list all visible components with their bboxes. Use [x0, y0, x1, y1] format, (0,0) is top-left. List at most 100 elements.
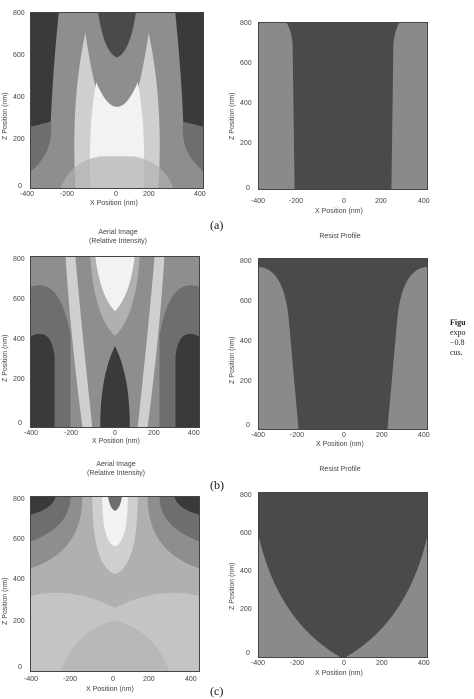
light-band-left [65, 257, 93, 427]
panel-caption-c: (c) [210, 684, 224, 698]
aerial-label-b: Aerial Image (Relative Intensity) [56, 460, 176, 478]
ytick: 800 [240, 492, 252, 499]
xtick: 0 [342, 432, 346, 439]
ytick: 0 [246, 185, 250, 192]
caption-line: expo [450, 328, 466, 337]
panel-caption-a: (a) [210, 218, 224, 232]
xtick: 200 [375, 198, 387, 205]
resist-profile-plot-b [258, 258, 428, 430]
xtick: -200 [64, 430, 79, 437]
xtick: -200 [63, 676, 78, 683]
xtick: -400 [24, 430, 39, 437]
aerial-image-plot-a [30, 12, 204, 189]
ytick: 600 [13, 52, 25, 59]
dark-right-bottom [175, 333, 199, 427]
x-axis-label: X Position (nm) [92, 438, 140, 445]
xtick: -200 [290, 432, 305, 439]
ytick: 800 [13, 496, 25, 503]
xtick: -400 [20, 191, 35, 198]
xtick: 0 [111, 676, 115, 683]
xtick: 400 [418, 198, 430, 205]
ytick: 600 [13, 296, 25, 303]
x-axis-label: X Position (nm) [316, 441, 364, 448]
ytick: 200 [13, 376, 25, 383]
ytick: 0 [246, 422, 250, 429]
y-axis-label: Z Position (nm) [2, 577, 9, 625]
xtick: -400 [251, 198, 266, 205]
ytick: 800 [13, 256, 25, 263]
xtick: 400 [194, 191, 206, 198]
light-bottom [60, 156, 174, 188]
ytick: 200 [240, 140, 252, 147]
white-core [102, 497, 128, 547]
resist-profile-plot-a [258, 22, 428, 190]
ytick: 600 [240, 530, 252, 537]
ytick: 400 [240, 100, 252, 107]
ytick: 200 [13, 618, 25, 625]
y-axis-label: Z Position (nm) [2, 334, 9, 382]
ytick: 0 [246, 650, 250, 657]
resist-body [286, 23, 400, 189]
resist-label-a: Resist Profile [319, 233, 361, 240]
ytick: 800 [240, 20, 252, 27]
y-axis-label: Z Position (nm) [229, 336, 236, 384]
aerial-image-plot-b [30, 256, 200, 428]
dark-left-bottom [31, 333, 55, 427]
x-axis-label: X Position (nm) [315, 208, 363, 215]
xtick: 0 [114, 191, 118, 198]
aerial-label-line: (Relative Intensity) [89, 238, 147, 245]
light-inner [90, 257, 140, 337]
resist-profile-plot-c [258, 492, 428, 658]
xtick: 400 [188, 430, 200, 437]
light-band-right [137, 257, 165, 427]
aerial-label-line: Aerial Image [96, 461, 136, 468]
ytick: 800 [13, 10, 25, 17]
y-axis-label: Z Position (nm) [229, 92, 236, 140]
xtick: 400 [418, 660, 430, 667]
xtick: 400 [185, 676, 197, 683]
y-axis-label: Z Position (nm) [229, 562, 236, 610]
resist-label-b: Resist Profile [319, 466, 361, 473]
y-axis-label: Z Position (nm) [2, 92, 9, 140]
x-axis-label: X Position (nm) [86, 686, 134, 693]
mid-dark-right [159, 285, 199, 427]
dark-left-top [31, 497, 56, 515]
ytick: 200 [240, 378, 252, 385]
x-axis-label: X Position (nm) [315, 670, 363, 677]
resist-body [259, 493, 427, 657]
white-core [95, 257, 135, 312]
xtick: -200 [289, 198, 304, 205]
aerial-image-plot-c [30, 496, 200, 672]
ytick: 400 [13, 94, 25, 101]
xtick: -200 [60, 191, 75, 198]
ytick: 400 [13, 576, 25, 583]
dark-center-top [108, 497, 122, 511]
xtick: -400 [251, 432, 266, 439]
resist-body [259, 259, 427, 429]
xtick: 200 [376, 660, 388, 667]
panel-caption-b: (b) [210, 478, 224, 492]
mid-band [31, 497, 199, 569]
figure-caption-fragment: Figu expo −0.8 cus. [450, 318, 474, 358]
xtick: -400 [24, 676, 39, 683]
ytick: 0 [18, 183, 22, 190]
xtick: 0 [113, 430, 117, 437]
dark-right-top [174, 497, 199, 515]
xtick: 200 [148, 430, 160, 437]
aerial-label-line: Aerial Image [98, 229, 138, 236]
xtick: -400 [251, 660, 266, 667]
xtick: 0 [342, 198, 346, 205]
ytick: 600 [240, 60, 252, 67]
xtick: 400 [418, 432, 430, 439]
ytick: 600 [240, 298, 252, 305]
ytick: 200 [13, 136, 25, 143]
dark-center-bottom [100, 345, 130, 427]
dark-center-top [98, 13, 136, 58]
xtick: 200 [376, 432, 388, 439]
mid-dark-left [31, 121, 52, 172]
caption-line: −0.8 [450, 338, 465, 347]
aerial-label-line: (Relative Intensity) [87, 470, 145, 477]
ytick: 400 [240, 568, 252, 575]
x-axis-label: X Position (nm) [90, 200, 138, 207]
ytick: 200 [240, 606, 252, 613]
